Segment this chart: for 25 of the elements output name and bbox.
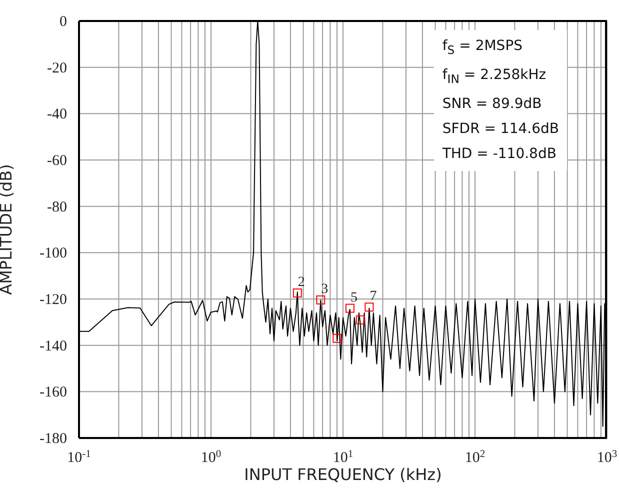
x-tick-label: 10$^{-1}$ (67, 448, 91, 466)
y-tick-label: -160 (40, 384, 67, 401)
y-tick-label: -40 (47, 106, 67, 123)
annotation: THD = -110.8dB (442, 144, 558, 164)
y-tick-label: -100 (40, 246, 67, 262)
annotation: f$_{S}$ = 2MSPS (442, 37, 524, 59)
annotation: f$_{IN}$ = 2.258kHz (442, 66, 548, 88)
annotation: SNR = 89.9dB (442, 94, 543, 114)
annotation: 2 (298, 274, 305, 290)
x-axis-title: INPUT FREQUENCY (kHz) (244, 465, 442, 484)
y-tick-label: -120 (40, 292, 67, 308)
x-tick-label: 10$^{0}$ (200, 448, 222, 466)
annotation: SFDR = 114.6dB (442, 120, 559, 139)
x-tick-label: 10$^{2}$ (464, 448, 486, 466)
y-tick-label: -140 (40, 338, 67, 354)
y-tick-label: -180 (40, 431, 67, 447)
y-tick-label: -20 (47, 60, 67, 76)
x-tick-label: 10$^{1}$ (332, 448, 354, 466)
y-tick-label: -60 (47, 153, 67, 169)
annotation: 5 (350, 290, 358, 306)
x-tick-label: 10$^{3}$ (596, 448, 618, 466)
y-tick-label: -80 (47, 199, 67, 216)
annotation: 7 (370, 289, 377, 304)
annotation: 3 (321, 282, 328, 297)
y-tick-label: 0 (60, 14, 67, 30)
